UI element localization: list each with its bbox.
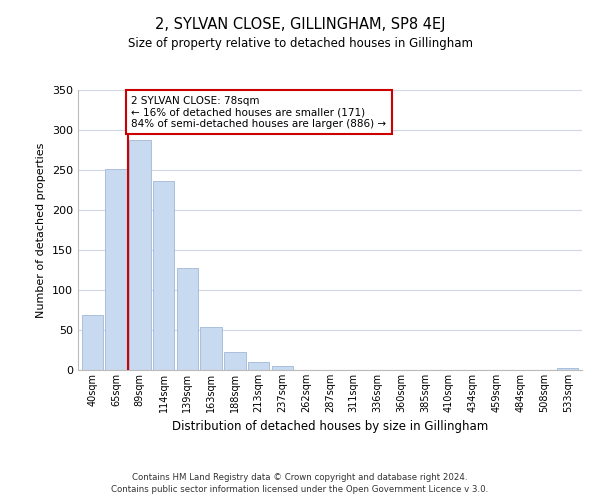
Bar bbox=[82, 315, 103, 370]
Y-axis label: Number of detached properties: Number of detached properties bbox=[37, 142, 46, 318]
Bar bbox=[129, 140, 151, 370]
Bar bbox=[200, 327, 222, 370]
Bar bbox=[176, 268, 198, 370]
Text: Size of property relative to detached houses in Gillingham: Size of property relative to detached ho… bbox=[128, 38, 473, 51]
Text: 2 SYLVAN CLOSE: 78sqm
← 16% of detached houses are smaller (171)
84% of semi-det: 2 SYLVAN CLOSE: 78sqm ← 16% of detached … bbox=[131, 96, 386, 129]
X-axis label: Distribution of detached houses by size in Gillingham: Distribution of detached houses by size … bbox=[172, 420, 488, 434]
Text: Contains HM Land Registry data © Crown copyright and database right 2024.: Contains HM Land Registry data © Crown c… bbox=[132, 472, 468, 482]
Text: Contains public sector information licensed under the Open Government Licence v : Contains public sector information licen… bbox=[112, 485, 488, 494]
Bar bbox=[106, 169, 127, 370]
Bar bbox=[557, 368, 578, 370]
Bar bbox=[224, 352, 245, 370]
Bar bbox=[272, 366, 293, 370]
Bar bbox=[153, 181, 174, 370]
Bar bbox=[248, 362, 269, 370]
Text: 2, SYLVAN CLOSE, GILLINGHAM, SP8 4EJ: 2, SYLVAN CLOSE, GILLINGHAM, SP8 4EJ bbox=[155, 18, 445, 32]
